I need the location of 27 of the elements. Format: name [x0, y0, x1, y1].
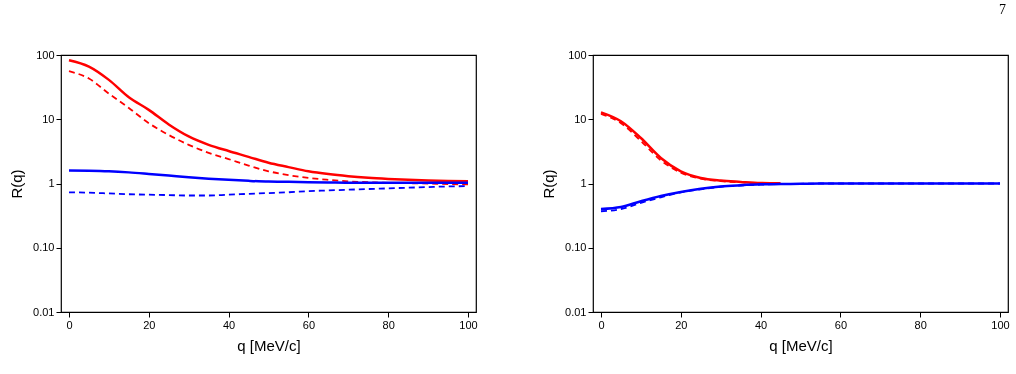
- y-tick-label: 0.01: [565, 305, 587, 318]
- x-tick-label: 20: [143, 318, 156, 331]
- y-tick-label: 1: [48, 177, 55, 189]
- y-tick-label: 100: [36, 48, 55, 61]
- x-tick-label: 60: [834, 318, 848, 331]
- x-tick-label: 40: [222, 318, 236, 331]
- x-axis-title: q [MeV/c]: [769, 336, 833, 354]
- x-tick-label: 40: [754, 318, 768, 331]
- x-tick-label: 0: [598, 318, 605, 331]
- x-tick-label: 0: [66, 318, 73, 331]
- x-tick-label: 100: [459, 318, 478, 331]
- y-axis-title: R(q): [540, 169, 558, 199]
- x-tick-label: 60: [302, 318, 316, 331]
- x-tick-label: 80: [914, 318, 927, 331]
- x-tick-label: 100: [991, 318, 1010, 331]
- y-axis-title: R(q): [8, 169, 26, 199]
- y-tick-label: 1: [580, 177, 587, 189]
- x-axis-title: q [MeV/c]: [237, 336, 301, 354]
- y-tick-label: 10: [574, 112, 587, 125]
- y-tick-label: 10: [42, 112, 55, 125]
- y-tick-label: 0.10: [565, 241, 587, 254]
- text: 7: [999, 2, 1006, 18]
- x-tick-label: 20: [675, 318, 688, 331]
- y-tick-label: 0.10: [33, 241, 55, 254]
- x-tick-label: 80: [382, 318, 395, 331]
- y-tick-label: 0.01: [33, 305, 55, 318]
- y-tick-label: 100: [568, 48, 587, 61]
